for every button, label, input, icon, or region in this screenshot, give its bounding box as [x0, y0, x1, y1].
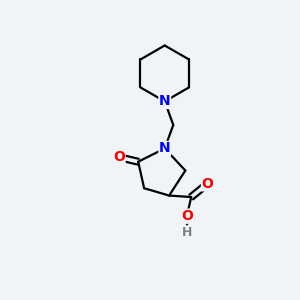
Text: O: O — [113, 150, 125, 164]
Text: O: O — [181, 209, 193, 223]
Text: N: N — [159, 94, 170, 108]
Text: O: O — [202, 177, 213, 191]
Text: H: H — [182, 226, 192, 239]
Text: N: N — [159, 142, 170, 155]
